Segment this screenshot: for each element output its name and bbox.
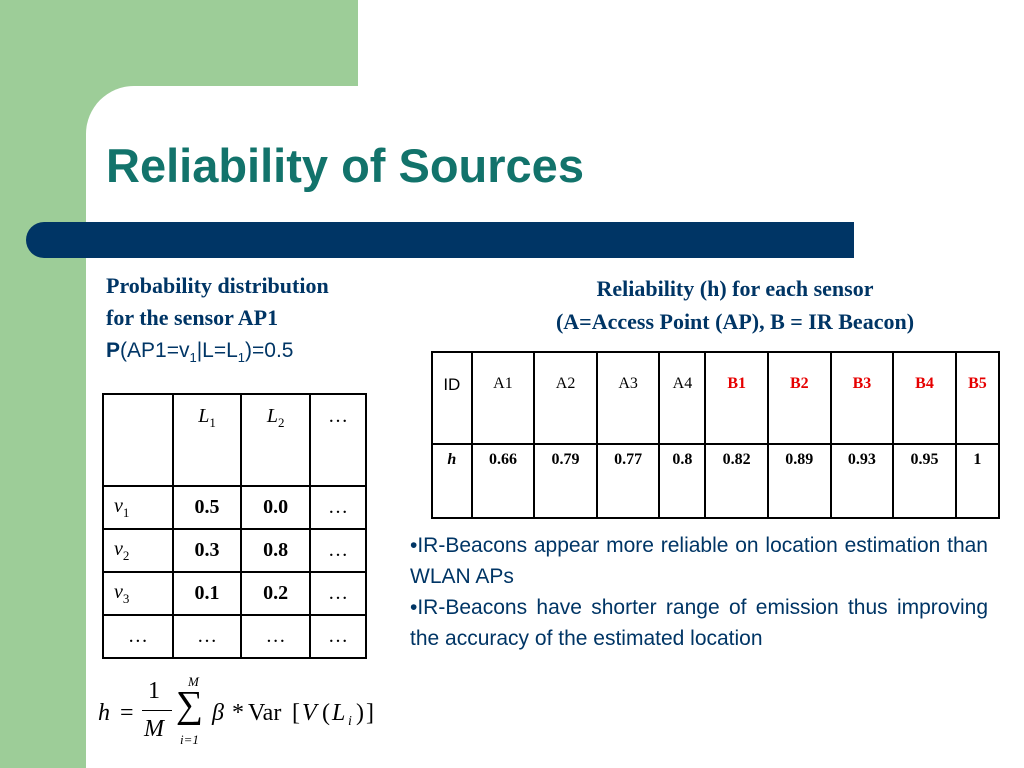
eq-l-subscript: i — [348, 714, 352, 729]
reliability-caption-line2: (A=Access Point (AP), B = IR Beacon) — [555, 309, 915, 334]
reliability-value-cell: 1 — [954, 443, 1001, 519]
reliability-value-cell: 0.82 — [704, 443, 769, 519]
bullet-item: •IR-Beacons appear more reliable on loca… — [410, 534, 988, 588]
prob-formula-p: P — [106, 339, 121, 362]
reliability-id-cell: A4 — [658, 351, 707, 445]
reliability-table: ID A1 A2 A3 A4 B1 B2 B3 B4 B5 h 0.66 0.7… — [431, 351, 1001, 519]
eq-beta: β — [212, 700, 224, 726]
prob-table-corner-cell — [102, 393, 174, 487]
prob-row-label-v3: v3 — [102, 571, 174, 616]
prob-cell: … — [309, 485, 367, 530]
prob-caption: Probability distribution for the sensor … — [106, 270, 406, 372]
reliability-value-cell: 0.95 — [892, 443, 957, 519]
prob-table-row: … … … … — [102, 614, 367, 659]
eq-fraction-line — [142, 710, 172, 711]
reliability-value-cell: 0.8 — [658, 443, 707, 519]
prob-cell: … — [240, 614, 312, 659]
eq-denominator: M — [144, 716, 164, 742]
prob-cell: … — [309, 571, 367, 616]
prob-cell: … — [171, 614, 243, 659]
reliability-caption: Reliability (h) for each sensor (A=Acces… — [488, 272, 982, 338]
reliability-equation: h = 1 M M ∑ i=1 β * Var [ V ( L i ) ] — [92, 672, 392, 752]
prob-row-label-v2: v2 — [102, 528, 174, 573]
prob-cell: … — [309, 528, 367, 573]
eq-sum-lower: i=1 — [180, 732, 199, 747]
prob-cell: 0.5 — [171, 485, 243, 530]
slide-title: Reliability of Sources — [106, 139, 584, 192]
eq-right-paren: ) — [356, 700, 364, 726]
reliability-value-row: h 0.66 0.79 0.77 0.8 0.82 0.89 0.93 0.95… — [431, 443, 1001, 519]
prob-table-row: v2 0.3 0.8 … — [102, 528, 367, 573]
prob-table-row: v1 0.5 0.0 … — [102, 485, 367, 530]
eq-left-paren: ( — [322, 700, 330, 726]
reliability-id-cell: B5 — [954, 351, 1001, 445]
bullet-item: •IR-Beacons have shorter range of emissi… — [410, 596, 988, 650]
reliability-id-cell: B2 — [766, 351, 832, 445]
reliability-caption-line1: Reliability (h) for each sensor — [596, 276, 874, 301]
reliability-h-header: h — [431, 443, 473, 519]
prob-row-label-v1: v1 — [102, 485, 174, 530]
prob-table-row: v3 0.1 0.2 … — [102, 571, 367, 616]
prob-formula: P(AP1=v1|L=L1)=0.5 — [106, 339, 294, 366]
prob-col-header-l1: L1 — [171, 393, 243, 487]
eq-l: L — [332, 700, 346, 726]
eq-var: Var — [248, 700, 282, 726]
eq-equals: = — [120, 700, 134, 726]
reliability-value-cell: 0.77 — [595, 443, 661, 519]
title-underline-bar — [26, 222, 854, 258]
reliability-id-cell: B3 — [829, 351, 895, 445]
reliability-value-cell: 0.89 — [766, 443, 832, 519]
prob-cell: 0.1 — [171, 571, 243, 616]
prob-col-header-l2: L2 — [240, 393, 312, 487]
prob-cell: … — [309, 614, 367, 659]
prob-caption-line1: Probability distribution — [106, 273, 329, 298]
bullet-list: •IR-Beacons appear more reliable on loca… — [410, 530, 988, 654]
reliability-value-cell: 0.66 — [470, 443, 536, 519]
prob-col-header-more: … — [309, 393, 367, 487]
eq-right-bracket: ] — [366, 700, 374, 726]
prob-cell: 0.2 — [240, 571, 312, 616]
reliability-id-cell: A3 — [595, 351, 661, 445]
reliability-id-cell: A1 — [470, 351, 536, 445]
reliability-id-cell: A2 — [533, 351, 598, 445]
prob-row-label-more: … — [102, 614, 174, 659]
eq-star: * — [232, 700, 244, 726]
eq-numerator: 1 — [148, 678, 160, 704]
prob-cell: 0.0 — [240, 485, 312, 530]
reliability-id-cell: B1 — [704, 351, 769, 445]
eq-lhs: h — [98, 700, 110, 726]
probability-table: L1 L2 … v1 0.5 0.0 … v2 0.3 0.8 … v3 0.1… — [102, 393, 367, 659]
reliability-id-header: ID — [431, 351, 473, 445]
reliability-value-cell: 0.79 — [533, 443, 598, 519]
eq-v: V — [302, 700, 317, 726]
prob-cell: 0.3 — [171, 528, 243, 573]
reliability-id-cell: B4 — [892, 351, 957, 445]
prob-caption-line2: for the sensor AP1 — [106, 305, 279, 330]
prob-cell: 0.8 — [240, 528, 312, 573]
eq-sum-icon: ∑ — [176, 684, 204, 726]
reliability-id-row: ID A1 A2 A3 A4 B1 B2 B3 B4 B5 — [431, 351, 1001, 445]
reliability-value-cell: 0.93 — [829, 443, 895, 519]
prob-table-header-row: L1 L2 … — [102, 393, 367, 487]
eq-left-bracket: [ — [292, 700, 300, 726]
eq-sum-upper: M — [188, 674, 199, 689]
